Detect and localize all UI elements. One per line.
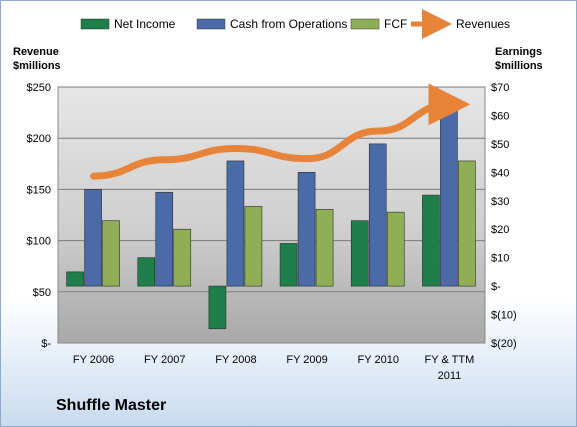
right-axis-tick-label: $50 <box>491 139 509 151</box>
gridlines <box>58 86 485 293</box>
fcf-bar <box>173 228 192 287</box>
fcf-bar <box>244 206 263 287</box>
x-axis-category-label: FY 2008 <box>215 354 256 366</box>
left-axis-title: $millions <box>13 60 61 72</box>
fcf-bar <box>458 160 476 287</box>
cash-from-operations-bar <box>440 100 458 287</box>
x-axis-category-label: FY 2006 <box>73 354 114 366</box>
bar-series <box>66 100 476 330</box>
right-axis-tick-label: $40 <box>491 167 509 179</box>
right-axis-tick-label: $(10) <box>491 310 517 322</box>
right-axis-tick-label: $- <box>491 281 501 293</box>
fcf-bar <box>386 211 405 287</box>
cash-from-operations-bar <box>84 189 102 287</box>
right-axis-tick-label: $70 <box>491 82 509 94</box>
net-income-bar <box>137 257 156 287</box>
cash-from-operations-bar <box>368 143 387 287</box>
x-axis-category-label: FY 2007 <box>144 354 185 366</box>
revenues-line <box>90 83 471 180</box>
right-axis-tick-label: $30 <box>491 196 509 208</box>
right-axis-tick-label: $60 <box>491 110 509 122</box>
net-income-bar <box>66 271 84 287</box>
company-name: Shuffle Master <box>56 397 167 414</box>
right-axis-title: Earnings <box>495 46 542 58</box>
revenue-line-layer <box>90 83 471 180</box>
legend: Net Income Cash from Operations FCF Revenue… <box>80 9 510 39</box>
legend-net-income-label: Net Income <box>114 17 176 31</box>
legend-cash-from-operations-swatch <box>196 18 226 30</box>
left-axis-tick-label: $200 <box>27 133 51 145</box>
fcf-bar <box>102 220 120 287</box>
right-axis-tick-label: $10 <box>491 253 509 265</box>
plot-area <box>57 86 486 344</box>
left-axis-tick-label: $- <box>41 338 51 350</box>
legend-revenues-label: Revenues <box>456 17 510 31</box>
net-income-bar <box>422 194 440 287</box>
legend-fcf-swatch <box>350 18 380 30</box>
legend-cash-from-operations-label: Cash from Operations <box>230 17 347 31</box>
left-axis-tick-label: $150 <box>27 184 51 196</box>
x-axis-category-label: FY 2010 <box>358 354 399 366</box>
cash-from-operations-bar <box>297 172 316 287</box>
x-axis-category-label: FY 2009 <box>286 354 327 366</box>
right-axis-title: $millions <box>495 60 543 72</box>
cash-from-operations-bar <box>155 191 174 287</box>
right-axis-tick-label: $20 <box>491 224 509 236</box>
cash-from-operations-bar <box>226 160 245 287</box>
net-income-bar <box>350 220 369 287</box>
left-axis-tick-label: $50 <box>33 287 51 299</box>
left-axis-tick-label: $100 <box>27 236 51 248</box>
legend-net-income-swatch <box>80 18 110 30</box>
net-income-bar <box>208 285 227 330</box>
net-income-bar <box>279 243 298 287</box>
x-axis-category-label: FY & TTM <box>425 354 475 366</box>
left-axis-title: Revenue <box>13 46 59 58</box>
left-axis-tick-label: $250 <box>27 82 51 94</box>
right-axis-tick-label: $(20) <box>491 338 517 350</box>
fcf-bar <box>315 209 334 287</box>
legend-fcf-label: FCF <box>384 17 407 31</box>
x-axis-category-label: 2011 <box>438 370 462 382</box>
axes: $- $50 $100 $150 $200 $250 $(20) $(10) $- $10 $20 $… <box>13 46 543 382</box>
